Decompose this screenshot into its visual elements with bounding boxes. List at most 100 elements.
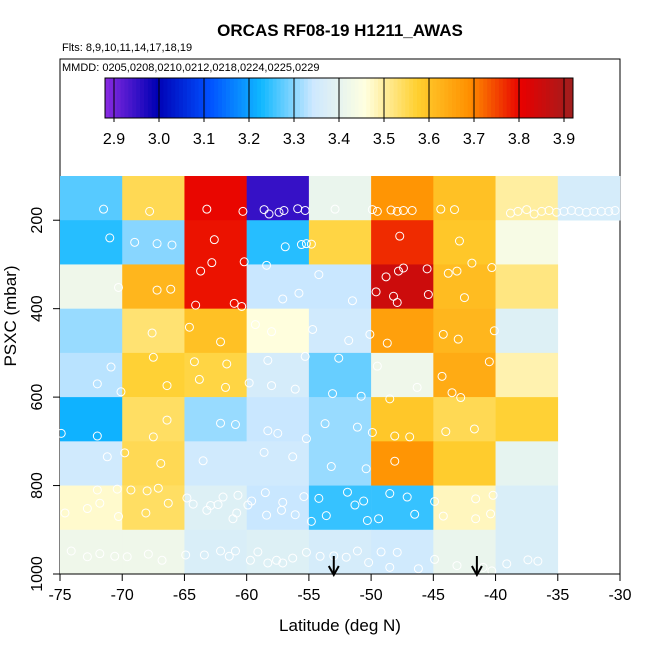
heatmap-cell bbox=[184, 308, 247, 354]
heatmap-cell bbox=[60, 176, 123, 221]
data-point bbox=[290, 384, 300, 394]
colorbar-band bbox=[272, 78, 277, 118]
colorbar-tick-label: 3.5 bbox=[373, 131, 395, 148]
data-point bbox=[344, 336, 354, 346]
colorbar-band bbox=[136, 78, 141, 118]
data-point bbox=[436, 204, 446, 214]
data-point bbox=[141, 508, 151, 518]
data-point bbox=[390, 456, 400, 466]
data-point bbox=[489, 326, 499, 336]
data-point bbox=[142, 486, 152, 496]
colorbar-band bbox=[319, 78, 324, 118]
dates-note: MMDD: 0205,0208,0210,0212,0218,0224,0225… bbox=[62, 62, 320, 74]
heatmap-cell bbox=[308, 397, 372, 442]
data-point bbox=[166, 284, 176, 294]
y-tick-label: 400 bbox=[29, 295, 46, 322]
data-point bbox=[239, 257, 249, 267]
colorbar-band bbox=[452, 78, 457, 118]
heatmap-cell bbox=[246, 176, 310, 221]
x-axis: -75 -70 -65 -60 -55 -50 -45 -40 -35 -30 bbox=[48, 573, 632, 604]
colorbar-band bbox=[218, 78, 223, 118]
data-point bbox=[116, 387, 126, 397]
colorbar-tick-label: 3.6 bbox=[418, 131, 440, 148]
data-point bbox=[95, 498, 105, 508]
data-point bbox=[250, 320, 260, 330]
data-point bbox=[99, 204, 109, 214]
data-point bbox=[243, 500, 253, 510]
x-tick-label: -75 bbox=[48, 587, 71, 604]
data-point bbox=[430, 554, 440, 564]
data-point bbox=[280, 242, 290, 252]
heatmap-cell bbox=[495, 352, 559, 398]
colorbar-band bbox=[526, 78, 531, 118]
data-point bbox=[395, 231, 405, 241]
data-point bbox=[341, 552, 351, 562]
y-axis: 200 400 600 800 1000 bbox=[29, 207, 60, 592]
data-point bbox=[410, 509, 420, 519]
data-point bbox=[513, 206, 523, 216]
data-point bbox=[423, 290, 433, 300]
data-point bbox=[253, 547, 263, 557]
colorbar-band bbox=[257, 78, 262, 118]
colorbar-band bbox=[428, 78, 433, 118]
data-point bbox=[218, 492, 228, 502]
colorbar-band bbox=[222, 78, 227, 118]
heatmap-cell bbox=[60, 264, 123, 309]
heatmap-cell bbox=[371, 529, 434, 575]
heatmap-cell bbox=[433, 529, 496, 575]
colorbar-band bbox=[175, 78, 180, 118]
flights-note: Flts: 8,9,10,11,14,17,18,19 bbox=[62, 42, 192, 54]
colorbar-tick-label: 3.0 bbox=[148, 131, 170, 148]
data-point bbox=[393, 266, 403, 276]
data-point bbox=[229, 298, 239, 308]
colorbar-band bbox=[354, 78, 359, 118]
data-point bbox=[196, 266, 206, 276]
colorbar-band bbox=[420, 78, 426, 118]
data-point bbox=[213, 500, 223, 510]
colorbar-band bbox=[288, 78, 293, 118]
data-point bbox=[356, 391, 366, 401]
data-point bbox=[306, 516, 316, 526]
colorbar-band bbox=[147, 78, 153, 118]
data-point bbox=[347, 296, 357, 306]
data-point bbox=[198, 456, 208, 466]
data-point bbox=[277, 505, 287, 515]
colorbar-band bbox=[171, 78, 176, 118]
colorbar-band bbox=[155, 78, 160, 118]
colorbar-band bbox=[397, 78, 402, 118]
data-point bbox=[230, 546, 240, 556]
data-point bbox=[202, 204, 212, 214]
colorbar-band bbox=[206, 78, 211, 118]
heatmap-cell bbox=[308, 485, 372, 531]
data-point bbox=[92, 485, 102, 495]
heatmap-cell bbox=[60, 397, 123, 442]
data-point bbox=[191, 300, 201, 310]
x-tick-label: -50 bbox=[360, 587, 383, 604]
colorbar-band bbox=[229, 78, 235, 118]
data-point bbox=[392, 297, 402, 307]
colorbar-band bbox=[553, 78, 558, 118]
data-point bbox=[66, 546, 76, 556]
data-point bbox=[184, 322, 194, 332]
data-point bbox=[260, 488, 270, 498]
data-point bbox=[430, 496, 440, 506]
data-point bbox=[95, 549, 105, 559]
data-point bbox=[469, 424, 479, 434]
y-axis-label: PSXC (mbar) bbox=[1, 265, 20, 366]
data-point bbox=[143, 549, 153, 559]
colorbar-band bbox=[323, 78, 328, 118]
colorbar-tick-label: 3.8 bbox=[508, 131, 530, 148]
data-point bbox=[484, 357, 494, 367]
colorbar-band bbox=[557, 78, 562, 118]
colorbar-band bbox=[366, 78, 371, 118]
data-point bbox=[361, 464, 371, 474]
data-point bbox=[259, 205, 269, 215]
colorbar-tick-label: 3.3 bbox=[283, 131, 305, 148]
data-point bbox=[145, 206, 155, 216]
colorbar-band bbox=[467, 78, 472, 118]
colorbar-tick-label: 3.2 bbox=[238, 131, 260, 148]
data-point bbox=[299, 492, 309, 502]
data-point bbox=[259, 447, 269, 457]
x-tick-label: -65 bbox=[173, 587, 196, 604]
data-point bbox=[382, 338, 392, 348]
